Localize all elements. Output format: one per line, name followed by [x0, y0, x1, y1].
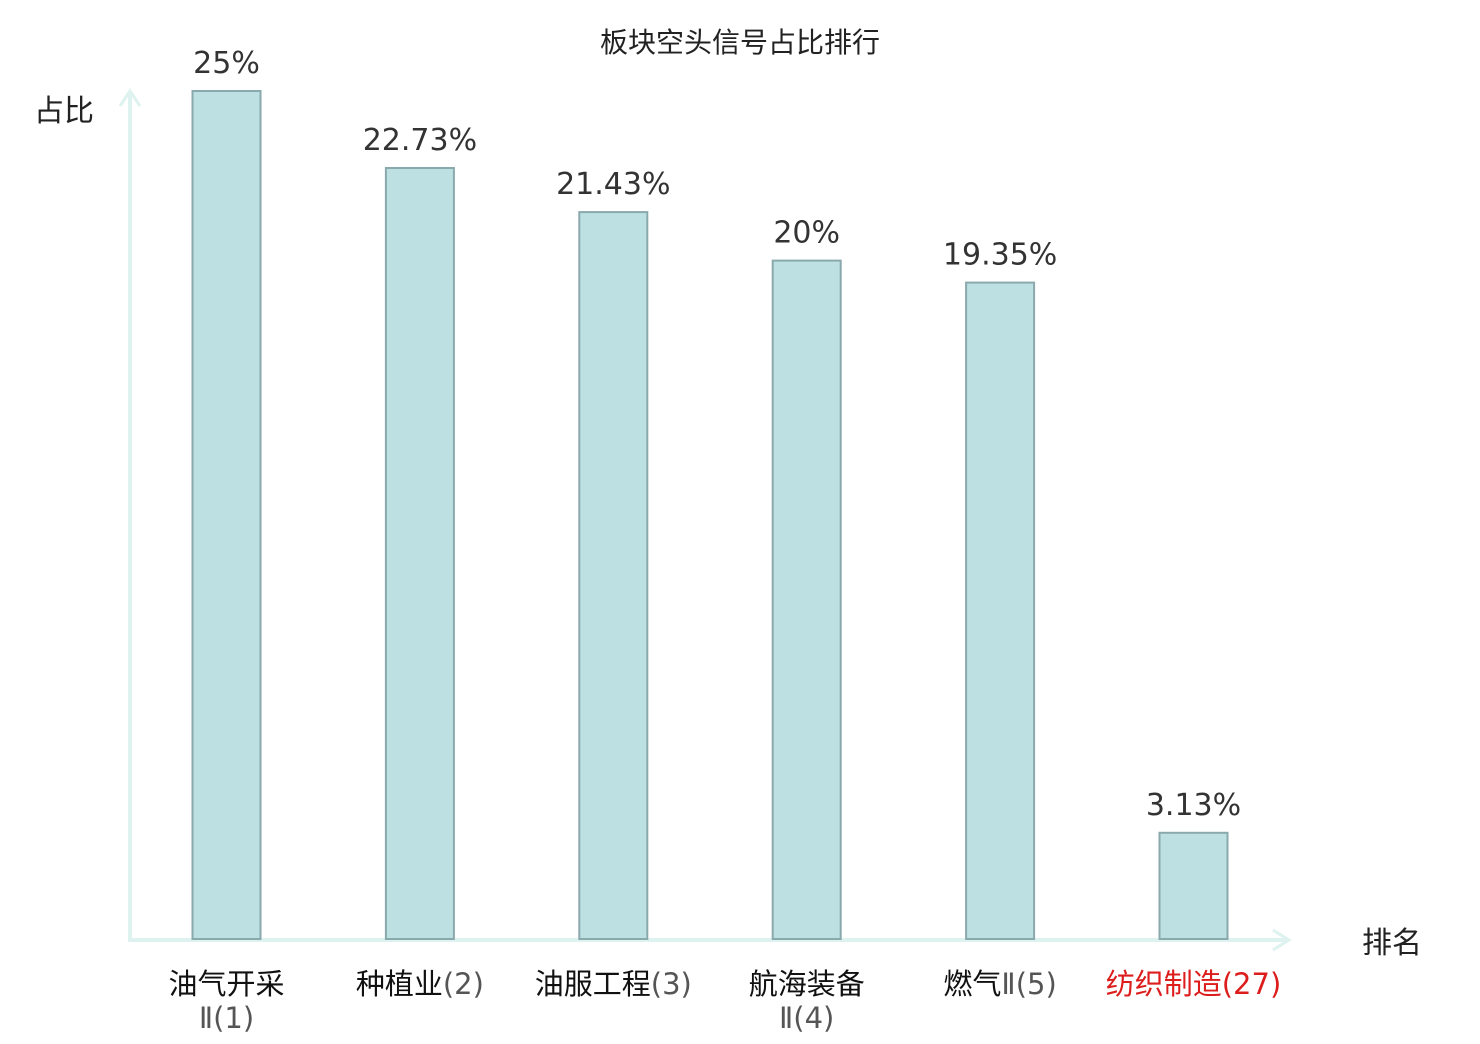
category-rank: (2) — [443, 967, 484, 1001]
x-axis-label: 排名 — [1362, 926, 1422, 961]
bar — [1158, 831, 1229, 940]
category-rank: Ⅱ(1) — [199, 1001, 254, 1035]
category-label: 种植业(2) — [356, 967, 484, 1001]
category-rank: (3) — [651, 967, 692, 1001]
category-name: 油气开采 — [168, 967, 284, 1001]
category-label: 纺织制造(27) — [1106, 967, 1282, 1001]
bar — [578, 211, 649, 941]
category-label: 油服工程(3) — [535, 967, 692, 1001]
category-label: 油气开采 — [168, 967, 284, 1001]
value-label: 22.73% — [363, 123, 477, 158]
category-rank: Ⅱ(5) — [1001, 967, 1056, 1001]
value-label: 25% — [193, 46, 260, 81]
category-rank: (27) — [1222, 967, 1282, 1001]
x-axis-arrow-icon — [1272, 928, 1292, 952]
category-name: 油服工程 — [535, 967, 651, 1001]
category-label: 燃气Ⅱ(5) — [943, 967, 1056, 1001]
axes — [118, 88, 1292, 952]
category-name: 纺织制造 — [1106, 967, 1222, 1001]
bar — [965, 281, 1036, 941]
category-name: 种植业 — [356, 967, 443, 1001]
category-rank: Ⅱ(4) — [779, 1001, 834, 1035]
bar — [191, 90, 262, 940]
category-label: Ⅱ(4) — [779, 1001, 834, 1035]
value-label: 21.43% — [556, 167, 670, 202]
category-label: 航海装备 — [749, 967, 865, 1001]
value-label: 3.13% — [1146, 788, 1241, 823]
bar — [384, 167, 455, 940]
value-label: 19.35% — [943, 238, 1057, 273]
value-labels-group: 25% 22.73% 21.43% 20% 19.35% 3.13% — [193, 46, 1241, 823]
category-name: 航海装备 — [749, 967, 865, 1001]
value-label: 20% — [773, 216, 840, 251]
category-label: Ⅱ(1) — [199, 1001, 254, 1035]
chart-title: 板块空头信号占比排行 — [600, 26, 880, 59]
bar — [771, 259, 842, 941]
y-axis-label: 占比 — [34, 94, 94, 129]
bars-group — [191, 90, 1229, 941]
category-name: 燃气 — [943, 967, 1001, 1001]
y-axis-arrow-icon — [118, 88, 142, 107]
